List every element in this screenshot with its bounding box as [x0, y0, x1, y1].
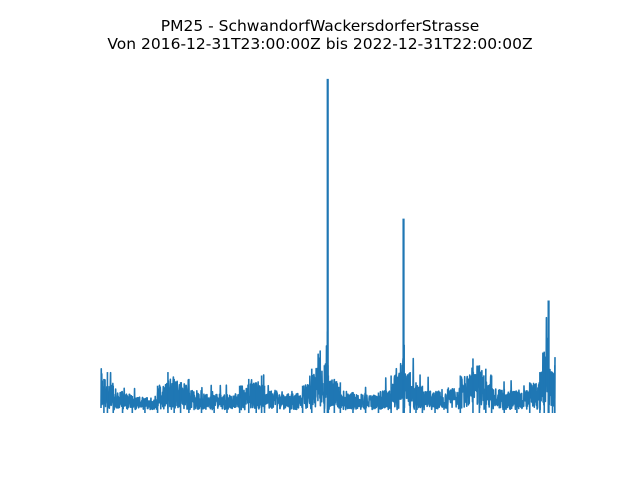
chart-title-line-2: Von 2016-12-31T23:00:00Z bis 2022-12-31T…	[107, 35, 533, 53]
chart-title-line-1: PM25 - SchwandorfWackersdorferStrasse	[160, 17, 480, 35]
plot-area	[100, 78, 556, 413]
